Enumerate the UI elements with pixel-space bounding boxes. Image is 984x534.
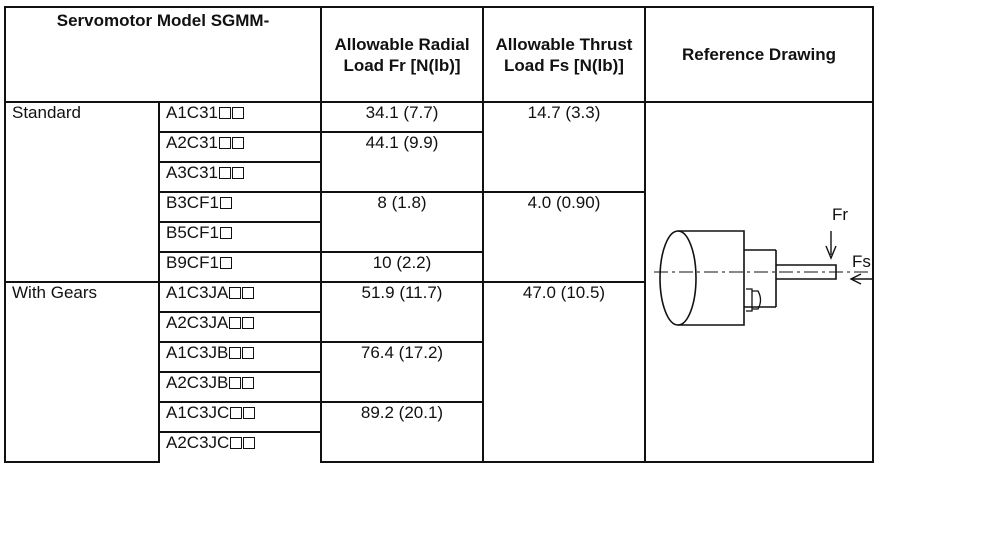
connector-outer xyxy=(746,288,753,312)
placeholder-box-icon xyxy=(230,407,243,419)
group-label-standard: Standard xyxy=(4,101,160,283)
table-row: A2C3JC xyxy=(5,431,873,462)
table-row: A1C3JC 89.2 (20.1) xyxy=(5,401,873,463)
thrust-arrow-head xyxy=(849,273,862,285)
table-row: A3C31 xyxy=(5,161,873,193)
placeholder-box-icon xyxy=(243,437,256,449)
placeholder-box-icon xyxy=(229,287,242,299)
thrust-load-cell: 14.7 (3.3) xyxy=(482,101,646,193)
radial-load-cell: 34.1 (7.7) xyxy=(320,101,484,133)
placeholder-box-icon xyxy=(231,137,244,149)
servomotor-drawing: Fr Fs xyxy=(654,205,874,326)
table-row: A2C3JB xyxy=(5,371,873,403)
model-code: A1C3JA xyxy=(166,283,229,302)
radial-load-cell: 89.2 (20.1) xyxy=(320,401,484,463)
placeholder-box-icon xyxy=(219,257,232,269)
placeholder-box-icon xyxy=(229,377,242,389)
header-radial-load: Allowable Radial Load Fr [N(lb)] xyxy=(320,6,484,103)
model-cell: B9CF1 xyxy=(158,251,322,283)
placeholder-box-icon xyxy=(218,167,231,179)
model-code: A1C31 xyxy=(166,103,218,122)
model-code: A2C31 xyxy=(166,133,218,152)
placeholder-box-icon xyxy=(230,437,243,449)
model-code: A2C3JC xyxy=(166,433,230,452)
model-cell: B3CF1 xyxy=(158,191,322,223)
thrust-load-cell: 4.0 (0.90) xyxy=(482,191,646,283)
header-row: Servomotor Model SGMM- Allowable Radial … xyxy=(4,6,874,103)
motor-body-outline xyxy=(678,230,745,326)
placeholder-box-icon xyxy=(242,347,255,359)
placeholder-box-icon xyxy=(219,227,232,239)
model-cell: A1C31 xyxy=(158,101,322,133)
fs-label: Fs xyxy=(852,252,871,271)
table-row: B9CF1 10 (2.2) xyxy=(5,251,873,283)
radial-load-cell: 10 (2.2) xyxy=(320,251,484,283)
fr-label: Fr xyxy=(832,205,848,224)
load-spec-table: Servomotor Model SGMM- Allowable Radial … xyxy=(4,6,874,463)
model-cell: A2C3JA xyxy=(158,311,322,343)
placeholder-box-icon xyxy=(231,167,244,179)
radial-load-cell: 76.4 (17.2) xyxy=(320,341,484,403)
table-row: B5CF1 xyxy=(5,221,873,253)
placeholder-box-icon xyxy=(231,107,244,119)
table-row: With Gears A1C3JA 51.9 (11.7) 47.0 (10.5… xyxy=(4,281,873,463)
model-cell: A2C31 xyxy=(158,131,322,163)
reference-drawing-cell: Fr Fs xyxy=(644,101,874,463)
model-code: B9CF1 xyxy=(166,253,219,272)
header-thrust-load: Allowable Thrust Load Fs [N(lb)] xyxy=(482,6,646,103)
model-code: A2C3JA xyxy=(166,313,229,332)
table-row: Standard A1C31 34.1 (7.7) 14.7 (3.3) xyxy=(4,101,874,463)
radial-load-cell: 8 (1.8) xyxy=(320,191,484,253)
radial-load-cell: 51.9 (11.7) xyxy=(320,281,484,343)
connector-inner xyxy=(752,290,762,310)
thrust-load-cell: 47.0 (10.5) xyxy=(482,281,646,463)
model-code: B5CF1 xyxy=(166,223,219,242)
model-code: B3CF1 xyxy=(166,193,219,212)
model-cell: A1C3JC xyxy=(158,401,322,433)
model-cell: A2C3JC xyxy=(158,431,322,462)
motor-end-ellipse xyxy=(659,230,697,326)
model-cell: A3C31 xyxy=(158,161,322,193)
model-code: A3C31 xyxy=(166,163,218,182)
placeholder-box-icon xyxy=(229,347,242,359)
model-cell: A1C3JB xyxy=(158,341,322,373)
placeholder-box-icon xyxy=(229,317,242,329)
radial-arrow-head xyxy=(825,245,837,260)
table-row: A2C31 44.1 (9.9) xyxy=(5,131,873,193)
placeholder-box-icon xyxy=(218,137,231,149)
group-label-with-gears: With Gears xyxy=(4,281,160,463)
header-reference-drawing: Reference Drawing xyxy=(644,6,874,103)
model-cell: A2C3JB xyxy=(158,371,322,403)
placeholder-box-icon xyxy=(219,197,232,209)
table-row: A1C3JB 76.4 (17.2) xyxy=(5,341,873,403)
placeholder-box-icon xyxy=(242,287,255,299)
header-servomotor-model: Servomotor Model SGMM- xyxy=(4,6,322,103)
radial-load-cell: 44.1 (9.9) xyxy=(320,131,484,193)
placeholder-box-icon xyxy=(242,377,255,389)
placeholder-box-icon xyxy=(243,407,256,419)
model-cell: B5CF1 xyxy=(158,221,322,253)
model-code: A1C3JB xyxy=(166,343,229,362)
placeholder-box-icon xyxy=(242,317,255,329)
table-row: A2C3JA xyxy=(5,311,873,343)
model-code: A2C3JB xyxy=(166,373,229,392)
model-code: A1C3JC xyxy=(166,403,230,422)
table-row: B3CF1 8 (1.8) 4.0 (0.90) xyxy=(5,191,873,283)
placeholder-box-icon xyxy=(218,107,231,119)
model-cell: A1C3JA xyxy=(158,281,322,313)
